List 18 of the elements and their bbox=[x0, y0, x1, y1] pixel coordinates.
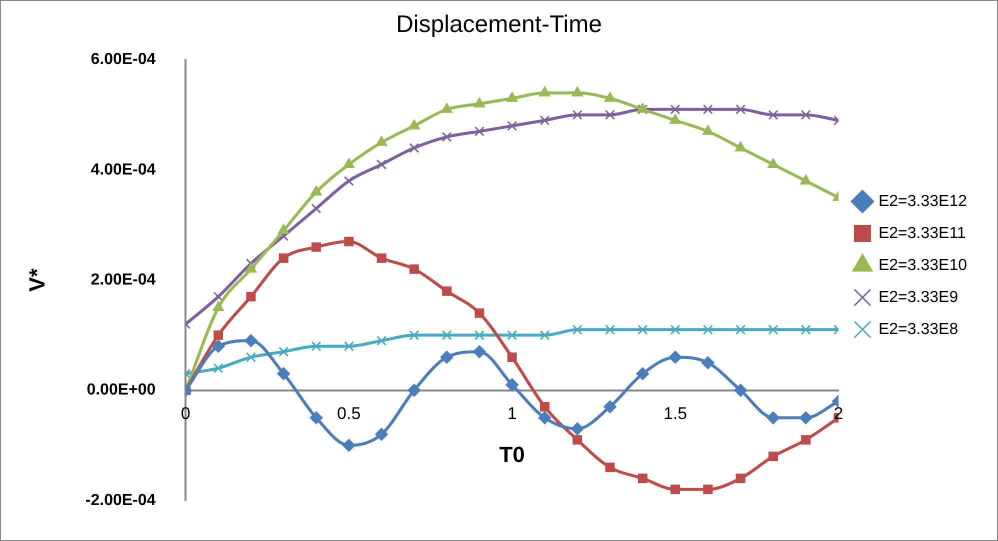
x-tick-label: 1 bbox=[507, 404, 517, 424]
y-tick-label: -2.00E-04 bbox=[85, 492, 156, 509]
legend-label: E2=3.33E9 bbox=[878, 288, 958, 306]
legend-label: E2=3.33E12 bbox=[878, 192, 968, 210]
x-tick-label: 0 bbox=[180, 404, 190, 424]
x-tick-label: 0.5 bbox=[337, 404, 361, 424]
legend-label: E2=3.33E8 bbox=[878, 320, 958, 338]
x-tick-label: 2 bbox=[834, 404, 844, 424]
y-tick-label: 4.00E-04 bbox=[90, 161, 156, 178]
legend-label: E2=3.33E10 bbox=[878, 256, 968, 274]
legend-label: E2=3.33E11 bbox=[878, 224, 966, 242]
y-tick-label: 0.00E+00 bbox=[86, 382, 156, 399]
chart-title: Displacement-Time bbox=[396, 11, 602, 38]
x-tick-label: 1.5 bbox=[663, 404, 688, 424]
y-tick-label: 2.00E-04 bbox=[90, 272, 156, 289]
x-axis-title: T0 bbox=[499, 442, 525, 467]
y-axis-title: V* bbox=[24, 268, 50, 292]
y-tick-label: 6.00E-04 bbox=[90, 51, 156, 68]
